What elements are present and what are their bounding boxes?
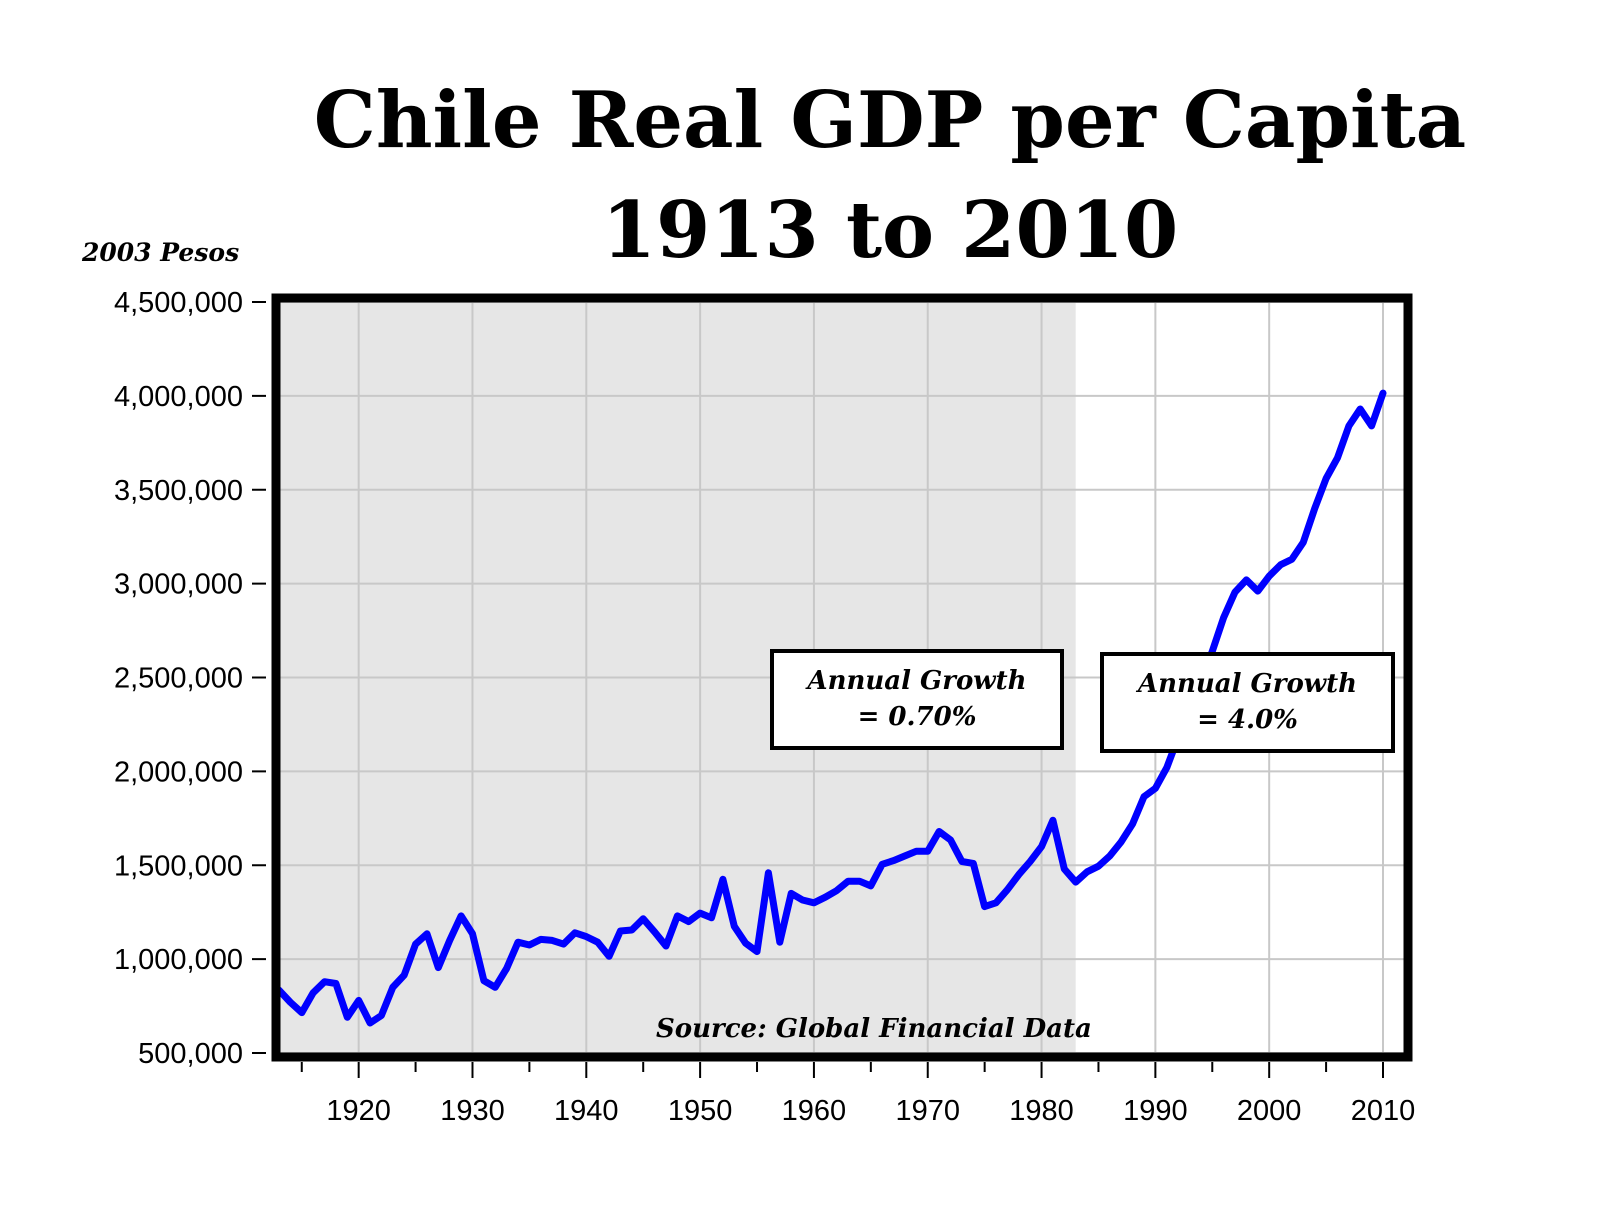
x-tick-label: 2010 — [1351, 1095, 1416, 1127]
y-tick-label: 2,500,000 — [114, 663, 243, 695]
x-tick-label: 1920 — [326, 1095, 391, 1127]
annotation-box-early: Annual Growth = 0.70% — [770, 649, 1064, 750]
annotation-text: Annual Growth — [807, 666, 1027, 696]
x-tick-label: 1930 — [440, 1095, 505, 1127]
x-tick-label: 2000 — [1237, 1095, 1302, 1127]
plot-frame — [271, 293, 1413, 1062]
y-tick-label: 1,000,000 — [114, 944, 243, 976]
y-tick-label: 1,500,000 — [114, 850, 243, 882]
y-tick-label: 4,000,000 — [114, 381, 243, 413]
annotation-text: Annual Growth — [1137, 669, 1358, 699]
y-tick-label: 4,500,000 — [114, 287, 243, 319]
x-tick-label: 1940 — [554, 1095, 619, 1127]
y-tick-label: 500,000 — [138, 1038, 243, 1070]
x-tick-label: 1990 — [1123, 1095, 1188, 1127]
source-note: Source: Global Financial Data — [656, 1014, 1092, 1044]
y-tick-label: 2,000,000 — [114, 756, 243, 788]
annotation-box-late: Annual Growth = 4.0% — [1100, 652, 1395, 753]
x-tick-label: 1970 — [895, 1095, 960, 1127]
y-tick-label: 3,500,000 — [114, 475, 243, 507]
x-tick-label: 1980 — [1009, 1095, 1074, 1127]
x-tick-label: 1950 — [668, 1095, 733, 1127]
annotation-value: = 0.70% — [857, 702, 977, 732]
y-tick-label: 3,000,000 — [114, 569, 243, 601]
x-tick-label: 1960 — [782, 1095, 847, 1127]
chart-subtitle: 1913 to 2010 — [601, 185, 1179, 276]
y-axis-label: 2003 Pesos — [82, 238, 240, 267]
chart-title: Chile Real GDP per Capita — [313, 75, 1467, 166]
annotation-value: = 4.0% — [1197, 705, 1298, 735]
